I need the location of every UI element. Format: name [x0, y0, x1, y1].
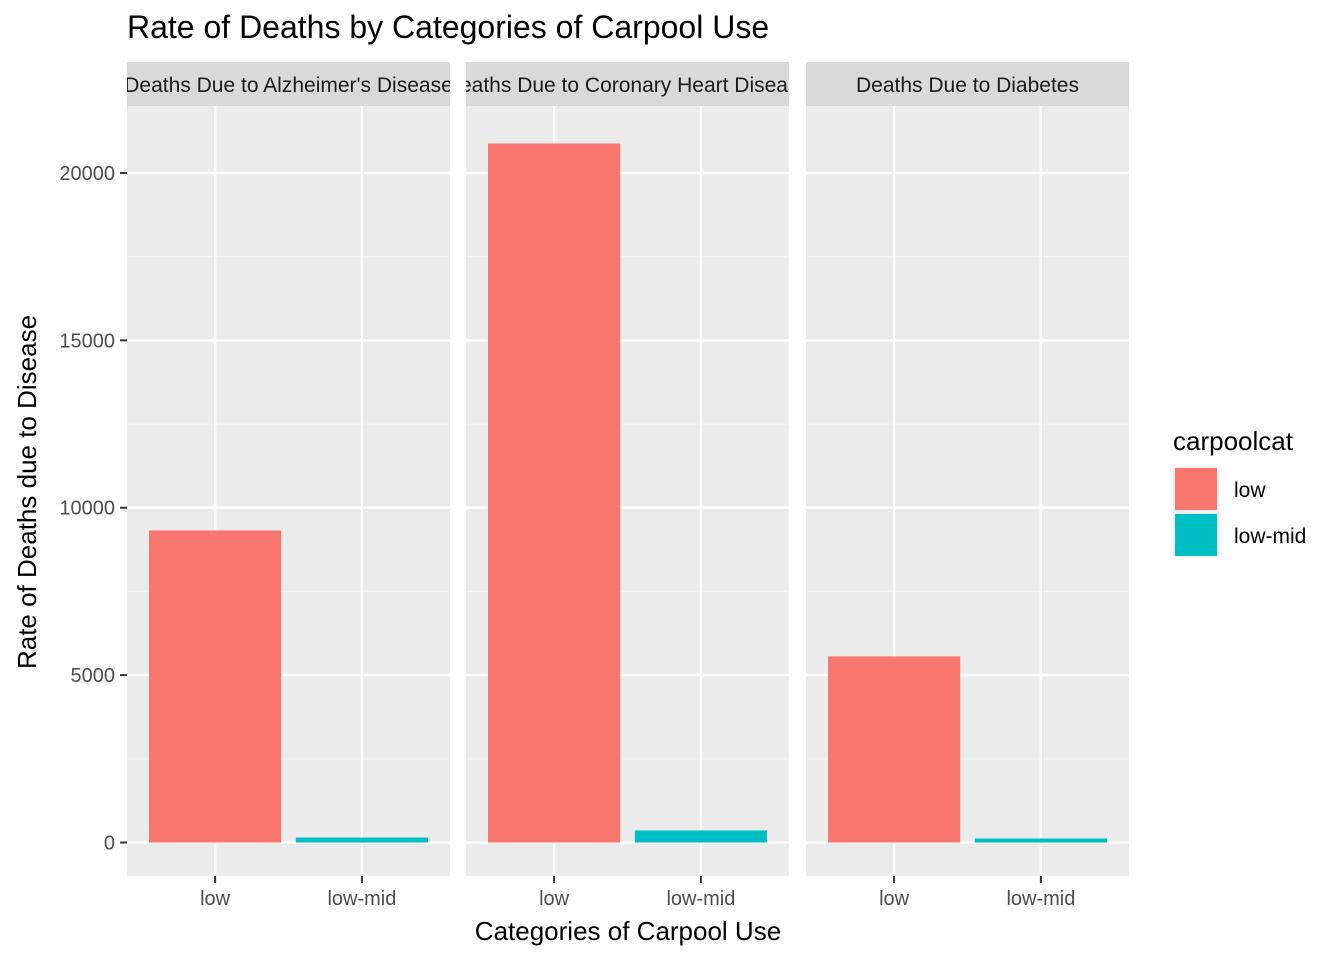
y-tick-label: 10000 — [59, 498, 115, 520]
bar-low-mid — [634, 830, 767, 843]
facet-strip-label: Deaths Due to Alzheimer's Disease — [124, 74, 453, 97]
legend-label: low-mid — [1234, 525, 1306, 548]
x-tick-label: low-mid — [327, 888, 396, 910]
facet-panel: Deaths Due to Diabetes low low-mid — [806, 62, 1129, 910]
bar-low — [149, 530, 282, 843]
legend: carpoolcat low low-mid — [1173, 426, 1306, 558]
facet-panels: Deaths Due to Alzheimer's Disease low low-… — [124, 62, 1129, 910]
bar-low — [828, 656, 961, 843]
y-tick-label: 15000 — [59, 330, 115, 352]
facet-strip — [466, 62, 789, 106]
facet-strip — [806, 62, 1129, 106]
facet-panel: Deaths Due to Coronary Heart Disease low l… — [445, 62, 810, 910]
bar-low-mid — [295, 837, 428, 843]
x-tick-label: low — [879, 888, 910, 910]
legend-swatch-low-mid — [1175, 514, 1217, 556]
legend-swatch-low — [1175, 468, 1217, 510]
x-tick-label: low-mid — [666, 888, 735, 910]
x-tick-label: low — [200, 888, 231, 910]
x-tick-label: low — [539, 888, 570, 910]
y-tick-label: 20000 — [59, 163, 115, 185]
y-tick-label: 0 — [104, 833, 115, 855]
legend-title: carpoolcat — [1173, 426, 1294, 456]
x-tick-label: low-mid — [1006, 888, 1075, 910]
facet-strip — [127, 62, 450, 106]
bar-low-mid — [974, 838, 1107, 843]
legend-label: low — [1234, 479, 1266, 502]
y-axis: 0 5000 10000 15000 20000 — [59, 163, 127, 855]
bar-low — [488, 143, 621, 843]
y-axis-title: Rate of Deaths due to Disease — [12, 315, 42, 669]
chart-title: Rate of Deaths by Categories of Carpool … — [127, 9, 769, 45]
x-axis-title: Categories of Carpool Use — [475, 916, 781, 946]
y-tick-label: 5000 — [71, 665, 116, 687]
facet-panel: Deaths Due to Alzheimer's Disease low low-… — [124, 62, 453, 910]
facet-strip-label: Deaths Due to Diabetes — [856, 74, 1079, 97]
facet-strip-label: Deaths Due to Coronary Heart Disease — [445, 74, 810, 97]
